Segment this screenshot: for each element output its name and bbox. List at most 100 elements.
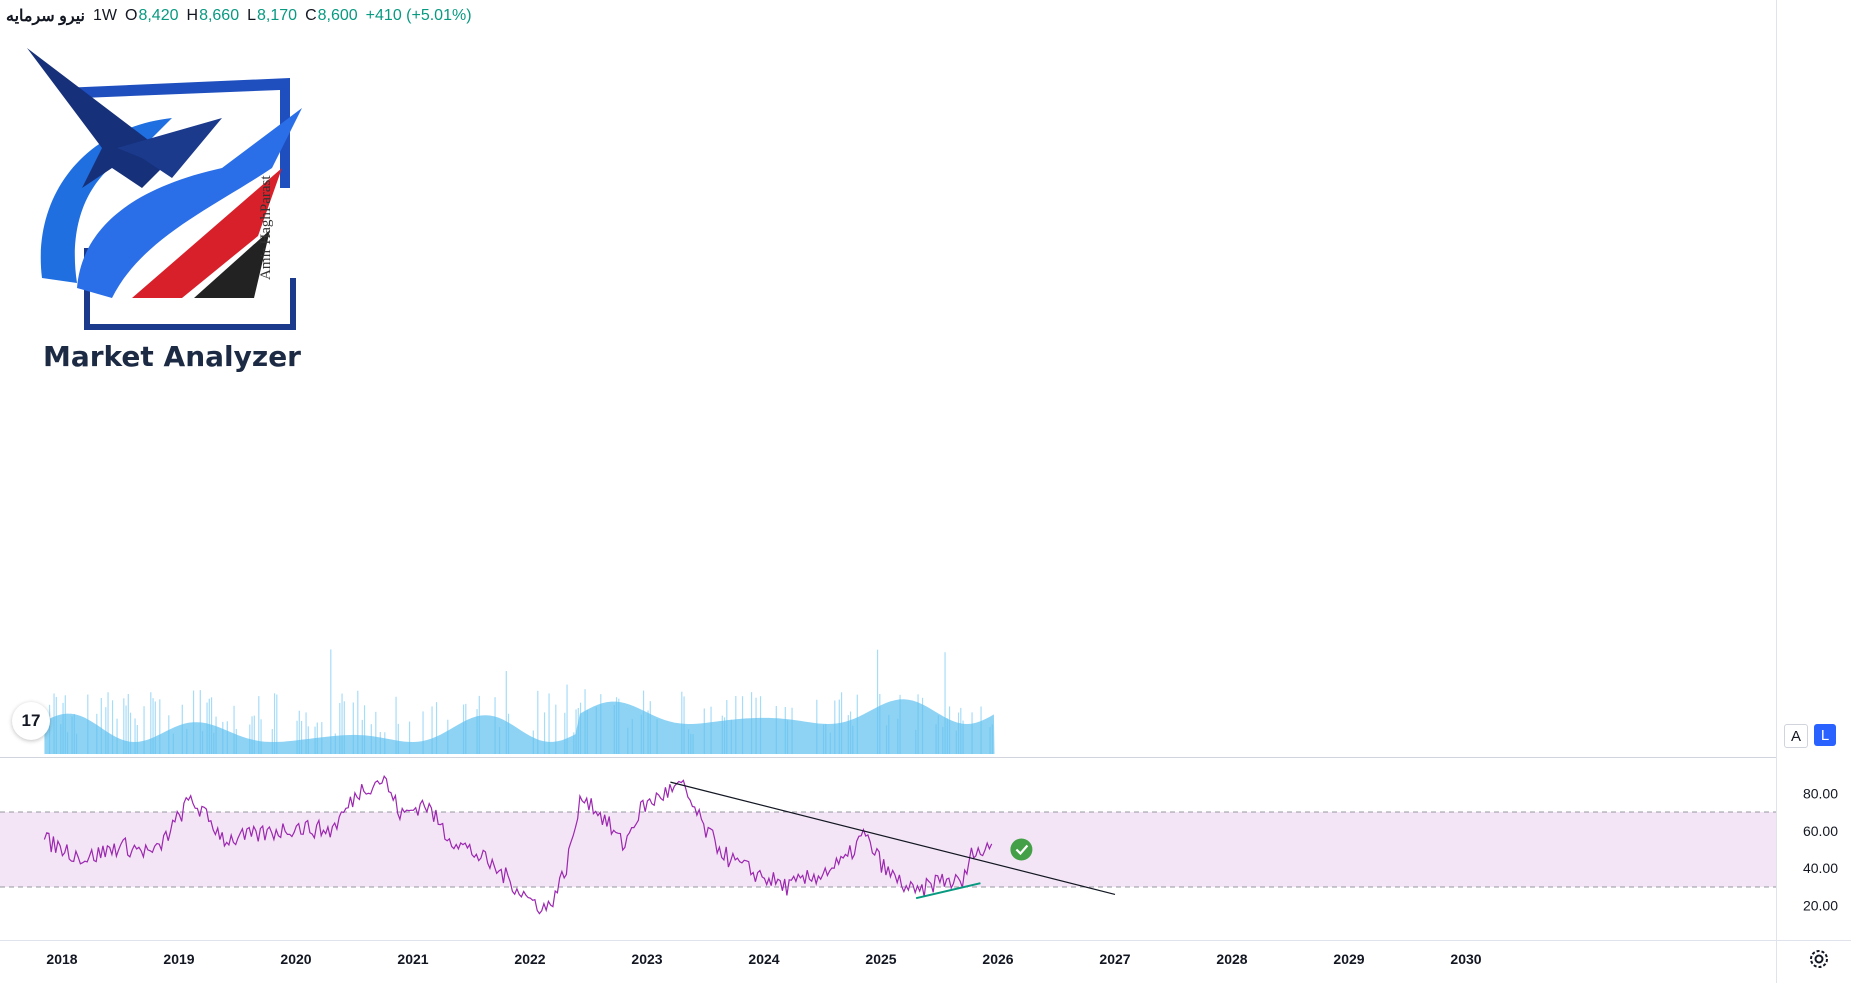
volume-bar [640, 714, 642, 754]
check-icon [1010, 838, 1033, 861]
volume-bar [816, 699, 818, 754]
volume-bar [856, 694, 858, 754]
volume-bar [942, 727, 944, 754]
volume-bar [116, 718, 118, 754]
volume-bar [384, 732, 386, 754]
volume-bar [408, 721, 411, 754]
time-tick-label: 2027 [1099, 951, 1130, 967]
ohlc-low: L8,170 [247, 7, 297, 25]
volume-bar [395, 696, 397, 754]
volume-bar [980, 706, 982, 754]
volume-bar [537, 690, 539, 754]
ohlc-open: O8,420 [125, 7, 179, 25]
volume-bar [642, 690, 645, 754]
volume-bar [226, 721, 228, 754]
logo-dark-stripe [194, 230, 270, 298]
symbol-name[interactable]: نیرو سرمایه [6, 8, 85, 25]
volume-bar [53, 693, 55, 754]
volume-bar [213, 732, 215, 754]
volume-bar [618, 698, 620, 754]
volume-bar [834, 700, 836, 754]
high-key: H [186, 7, 199, 24]
volume-bar [692, 733, 694, 754]
volume-bar [687, 729, 690, 754]
close-key: C [305, 7, 317, 24]
rsi-tick-label: 40.00 [1803, 860, 1838, 876]
volume-bar [494, 697, 496, 754]
volume-bar [370, 724, 372, 754]
volume-bar [957, 712, 960, 754]
volume-bar [647, 710, 649, 754]
market-analyzer-logo: Amir HaghParast Market Analyzer [27, 48, 302, 373]
logo-blue-swoosh [40, 118, 173, 283]
time-axis[interactable]: 2018 2019 2020 2021 2022 2023 2024 2025 2026 2027… [46, 951, 1481, 967]
check-mark [1015, 844, 1029, 856]
volume-bar [314, 726, 316, 754]
rsi-tick-label: 60.00 [1803, 823, 1838, 839]
open-value: 8,420 [138, 7, 179, 24]
volume-bar [548, 693, 550, 754]
volume-bar [681, 691, 683, 754]
volume-bar [235, 728, 237, 754]
volume-bar [478, 695, 480, 754]
volume-bar [422, 711, 424, 754]
volume-bar [683, 696, 685, 754]
volume-bar [210, 697, 213, 754]
volume-bar [159, 699, 161, 754]
volume-bar [577, 707, 579, 754]
volume-bar [64, 695, 66, 754]
volume-bar [960, 707, 962, 754]
rsi-line [43, 774, 993, 915]
volume-bar [935, 724, 937, 754]
volume-bar [564, 712, 566, 754]
log-scale-button[interactable]: L [1814, 724, 1836, 746]
high-value: 8,660 [199, 7, 240, 24]
volume-bar [946, 718, 948, 754]
volume-bar [363, 705, 366, 754]
logo-author: Amir HaghParast [258, 175, 274, 280]
rsi-axis[interactable]: 80.00 60.00 40.00 20.00 [1803, 785, 1838, 913]
time-tick-label: 2022 [514, 951, 545, 967]
low-key: L [247, 7, 257, 24]
volume-bar [87, 694, 89, 754]
volume-bar [899, 694, 901, 754]
volume-bar [296, 720, 298, 754]
interval-label[interactable]: 1W [93, 7, 117, 24]
volume-bar [784, 706, 786, 754]
volume-bar [885, 725, 888, 754]
logo-brand: Market Analyzer [43, 340, 301, 373]
volume-bar [825, 723, 827, 754]
time-tick-label: 2018 [46, 951, 77, 967]
time-tick-label: 2028 [1216, 951, 1247, 967]
logo-bird-body [117, 118, 222, 178]
rsi-tick-label: 80.00 [1803, 785, 1838, 801]
volume-bar [555, 704, 557, 754]
volume-bar [134, 718, 136, 754]
volume-bar [55, 696, 57, 754]
volume-bar [66, 732, 69, 754]
auto-scale-button[interactable]: A [1784, 724, 1808, 748]
volume-bar [584, 689, 586, 754]
settings-gear-icon[interactable] [1806, 946, 1832, 972]
volume-bar [123, 698, 125, 754]
volume-bar [879, 693, 881, 754]
volume-bar [586, 709, 588, 754]
volume-bar [100, 698, 102, 754]
rsi-pane [0, 774, 1776, 915]
tradingview-logo[interactable]: 17 [12, 702, 50, 740]
volume-bar [917, 694, 919, 754]
volume-bar [759, 696, 762, 754]
volume-bar [215, 716, 217, 754]
volume-bar [352, 702, 354, 754]
volume-bar [154, 701, 156, 754]
volume-bar [330, 649, 332, 754]
volume-bar [600, 694, 602, 754]
volume-bar [613, 704, 615, 754]
volume-bar [397, 723, 399, 754]
volume-bar [62, 702, 64, 754]
volume-bar [307, 726, 309, 754]
volume-bar [208, 698, 210, 754]
volume-bar [656, 719, 658, 754]
low-value: 8,170 [257, 7, 298, 24]
